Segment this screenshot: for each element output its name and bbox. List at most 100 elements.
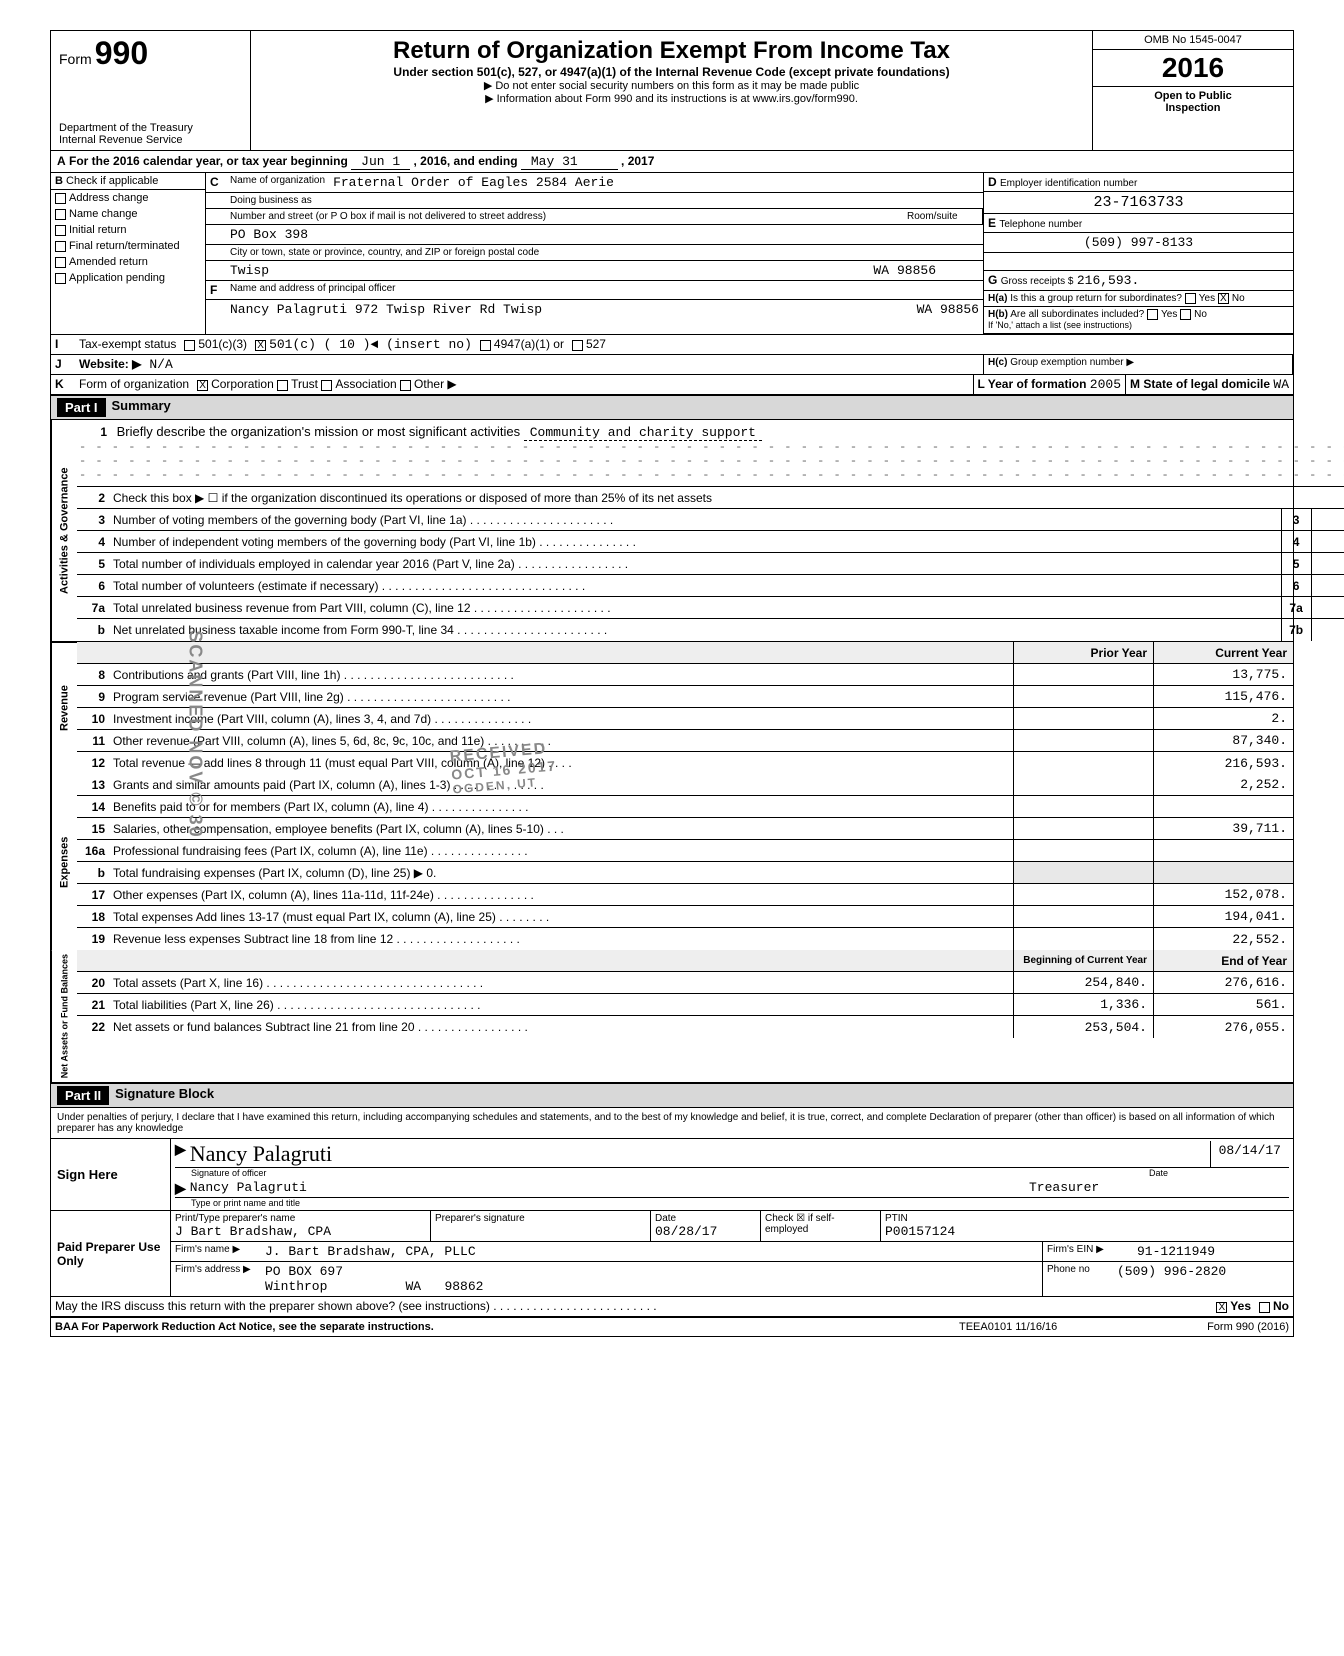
summary-line: 4Number of independent voting members of…: [77, 531, 1344, 553]
gross-lbl: Gross receipts $: [1001, 276, 1074, 287]
line-num: 20: [77, 976, 111, 990]
prior-value: 254,840.: [1013, 972, 1153, 993]
ck-527[interactable]: [572, 340, 583, 351]
ck-other[interactable]: [400, 380, 411, 391]
tab-expenses: Expenses: [51, 774, 77, 950]
line-desc: Total revenue — add lines 8 through 11 (…: [111, 754, 1013, 772]
city: Twisp: [206, 261, 869, 280]
label-b: B: [55, 175, 63, 187]
current-value: 39,711.: [1153, 818, 1293, 839]
label-c: C: [206, 173, 226, 192]
label-ha: H(a): [988, 293, 1007, 304]
opt-501c3: 501(c)(3): [198, 337, 247, 351]
opt-initial: Initial return: [69, 224, 126, 236]
label-f: F: [206, 281, 226, 299]
form-990: Form 990 Department of the Treasury Inte…: [50, 30, 1294, 1337]
zip: 98856: [893, 261, 983, 280]
line-value: 14: [1311, 531, 1344, 552]
form-number: 990: [95, 35, 148, 71]
phone: (509) 996-2820: [1113, 1262, 1293, 1296]
opt-501c: 501(c) ( 10 )◄ (insert no): [269, 337, 472, 352]
state-dom: WA: [1273, 377, 1289, 392]
officer-lbl: Name and address of principal officer: [226, 281, 399, 299]
year-begin: Jun 1: [351, 154, 410, 170]
line-desc: Net assets or fund balances Subtract lin…: [111, 1018, 1013, 1036]
prior-value: [1013, 884, 1153, 905]
line-desc: Benefits paid to or for members (Part IX…: [111, 798, 1013, 816]
prep-date-lbl: Date: [655, 1213, 756, 1224]
col-b: B Check if applicable Address change Nam…: [51, 173, 206, 334]
summary-line: 9Program service revenue (Part VIII, lin…: [77, 686, 1293, 708]
firm-st: WA: [405, 1279, 421, 1294]
form-title: Return of Organization Exempt From Incom…: [261, 37, 1082, 65]
summary-line: 8Contributions and grants (Part VIII, li…: [77, 664, 1293, 686]
hb-no[interactable]: [1180, 309, 1191, 320]
discuss-no[interactable]: [1259, 1302, 1270, 1313]
line-num: 13: [77, 778, 111, 792]
city-lbl: City or town, state or province, country…: [206, 245, 543, 260]
ha-yes[interactable]: [1185, 293, 1196, 304]
hb-note: If 'No,' attach a list (see instructions…: [988, 320, 1132, 330]
dba-lbl: Doing business as: [206, 193, 316, 208]
ck-trust[interactable]: [277, 380, 288, 391]
line-1-text: Briefly describe the organization's miss…: [117, 424, 520, 439]
current-value: 194,041.: [1153, 906, 1293, 927]
checkbox-addr-change[interactable]: [55, 193, 66, 204]
form-org-lbl: Form of organization: [75, 375, 193, 394]
sign-here-block: Sign Here ▶ Nancy Palagruti 08/14/17 Sig…: [51, 1139, 1293, 1211]
firm-zip: 98862: [444, 1279, 483, 1294]
line-value: 17: [1311, 575, 1344, 596]
prior-value: 253,504.: [1013, 1016, 1153, 1038]
prior-value: [1013, 818, 1153, 839]
ein: 23-7163733: [984, 192, 1293, 214]
line-desc: Total assets (Part X, line 16) . . . . .…: [111, 974, 1013, 992]
hb-yes[interactable]: [1147, 309, 1158, 320]
checkbox-name-change[interactable]: [55, 209, 66, 220]
checkbox-amended[interactable]: [55, 257, 66, 268]
net-assets-block: Net Assets or Fund Balances Beginning of…: [51, 950, 1293, 1083]
firm-ein-lbl: Firm's EIN ▶: [1043, 1242, 1133, 1261]
firm-addr2: Winthrop: [265, 1279, 327, 1294]
self-emp: Check ☒ if self-employed: [761, 1211, 881, 1241]
line-num: 22: [77, 1020, 111, 1034]
line-desc: Program service revenue (Part VIII, line…: [111, 688, 1013, 706]
header-left: Form 990 Department of the Treasury Inte…: [51, 31, 251, 150]
dept-treasury: Department of the Treasury: [59, 122, 242, 134]
ck-501c[interactable]: X: [255, 340, 266, 351]
prior-value: [1013, 686, 1153, 707]
arrow-icon: ▶: [175, 1141, 186, 1167]
line-box: 5: [1281, 553, 1311, 574]
line-2-num: 2: [77, 491, 111, 505]
summary-line: bTotal fundraising expenses (Part IX, co…: [77, 862, 1293, 884]
checkbox-initial[interactable]: [55, 225, 66, 236]
current-value: [1153, 796, 1293, 817]
form-note-1: ▶ Do not enter social security numbers o…: [261, 79, 1082, 92]
line-a: A For the 2016 calendar year, or tax yea…: [51, 151, 1293, 173]
ein-lbl: Employer identification number: [1000, 178, 1137, 189]
prior-value: [1013, 774, 1153, 795]
line-num: 18: [77, 910, 111, 924]
yes-lbl: Yes: [1230, 1299, 1251, 1313]
ck-corp[interactable]: X: [197, 380, 208, 391]
line-num: 10: [77, 712, 111, 726]
ha-no[interactable]: X: [1218, 293, 1229, 304]
ck-4947[interactable]: [480, 340, 491, 351]
footer: BAA For Paperwork Reduction Act Notice, …: [51, 1317, 1293, 1336]
firm-name-lbl: Firm's name ▶: [171, 1242, 261, 1261]
discuss-yes[interactable]: X: [1216, 1302, 1227, 1313]
col-end: End of Year: [1153, 950, 1293, 971]
line-a-text: For the 2016 calendar year, or tax year …: [69, 154, 348, 168]
summary-line: 6Total number of volunteers (estimate if…: [77, 575, 1344, 597]
label-i: I: [51, 335, 75, 354]
checkbox-pending[interactable]: [55, 273, 66, 284]
checkbox-final[interactable]: [55, 241, 66, 252]
line-num: 19: [77, 932, 111, 946]
label-a: A: [57, 154, 66, 168]
label-hb: H(b): [988, 309, 1008, 320]
line-1-num: 1: [79, 425, 113, 439]
ck-501c3[interactable]: [184, 340, 195, 351]
section-b: B Check if applicable Address change Nam…: [51, 173, 1293, 335]
ck-assoc[interactable]: [321, 380, 332, 391]
officer-signature: Nancy Palagruti: [190, 1141, 1210, 1167]
year-form-lbl: L Year of formation: [978, 377, 1087, 391]
